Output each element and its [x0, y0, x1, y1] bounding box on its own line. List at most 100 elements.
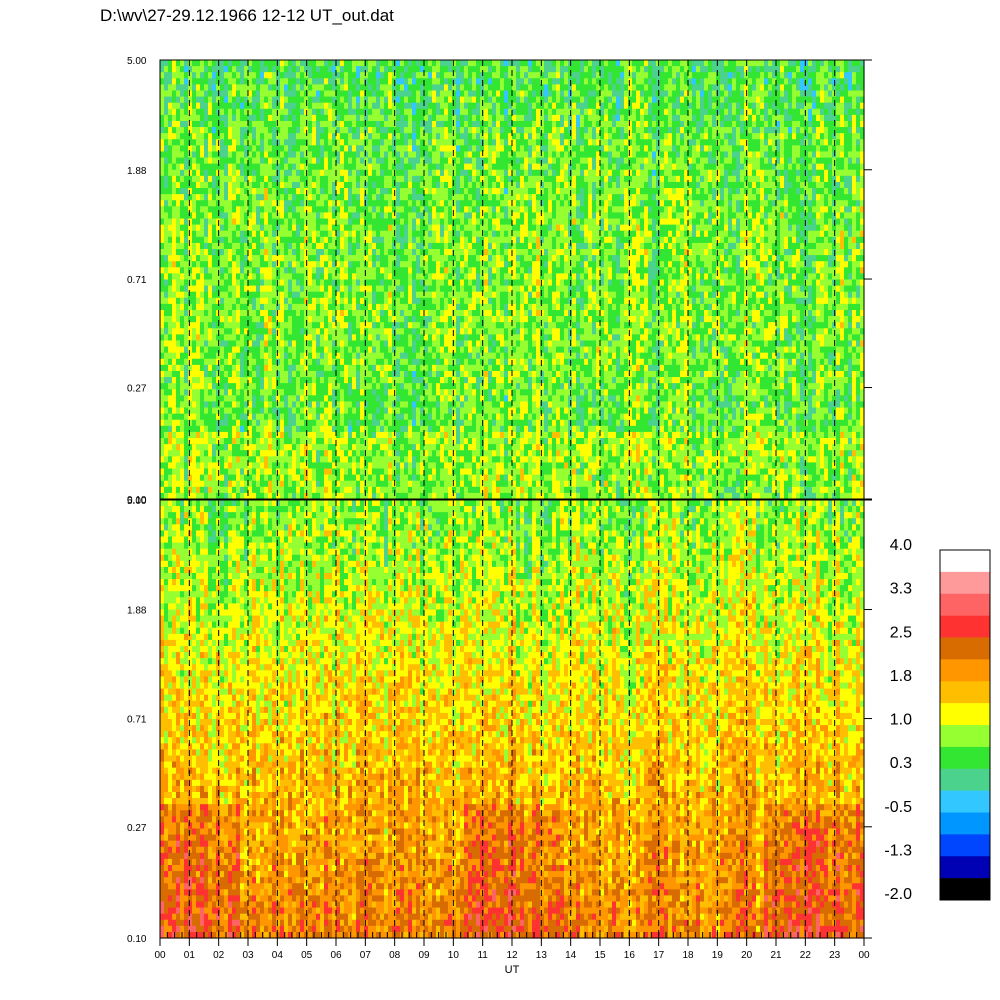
heatmap-cell: [348, 96, 353, 104]
heatmap-cell: [752, 90, 757, 98]
heatmap-cell: [176, 66, 181, 73]
heatmap-cell: [344, 157, 349, 165]
heatmap-cell: [608, 224, 613, 232]
heatmap-cell: [760, 114, 765, 122]
heatmap-cell: [248, 169, 253, 177]
heatmap-cell: [240, 218, 245, 226]
heatmap-cell: [844, 60, 849, 67]
heatmap-cell: [784, 194, 789, 201]
heatmap-cell: [548, 194, 553, 201]
heatmap-cell: [168, 108, 173, 116]
heatmap-cell: [664, 175, 669, 183]
heatmap-cell: [660, 108, 665, 116]
heatmap-cell: [396, 120, 401, 128]
heatmap-cell: [572, 108, 577, 116]
heatmap-cell: [784, 157, 789, 165]
heatmap-cell: [708, 218, 713, 226]
heatmap-cell: [740, 200, 745, 207]
heatmap-cell: [168, 90, 173, 98]
heatmap-cell: [836, 218, 841, 226]
heatmap-cell: [608, 163, 613, 171]
heatmap-cell: [800, 108, 805, 116]
heatmap-cell: [800, 175, 805, 183]
heatmap-cell: [328, 230, 333, 238]
heatmap-cell: [488, 175, 493, 183]
heatmap-cell: [760, 175, 765, 183]
heatmap-cell: [564, 90, 569, 98]
heatmap-cell: [548, 127, 553, 134]
heatmap-cell: [460, 84, 465, 92]
heatmap-cell: [740, 139, 745, 146]
heatmap-cell: [324, 96, 329, 104]
heatmap-cell: [508, 60, 513, 67]
heatmap-cell: [248, 175, 253, 183]
heatmap-cell: [664, 194, 669, 201]
heatmap-cell: [440, 84, 445, 92]
heatmap-cell: [356, 224, 361, 232]
heatmap-cell: [476, 206, 481, 214]
heatmap-cell: [800, 218, 805, 226]
heatmap-cell: [396, 163, 401, 171]
heatmap-cell: [644, 78, 649, 85]
heatmap-cell: [428, 84, 433, 92]
heatmap-cell: [380, 78, 385, 85]
heatmap-cell: [664, 163, 669, 171]
heatmap-cell: [240, 145, 245, 153]
heatmap-cell: [252, 200, 257, 207]
heatmap-cell: [320, 163, 325, 171]
heatmap-cell: [316, 212, 321, 220]
heatmap-cell: [668, 212, 673, 220]
heatmap-cell: [412, 157, 417, 165]
heatmap-cell: [496, 133, 501, 140]
heatmap-cell: [236, 66, 241, 73]
heatmap-cell: [540, 175, 545, 183]
heatmap-cell: [412, 206, 417, 214]
heatmap-cell: [796, 218, 801, 226]
heatmap-cell: [588, 139, 593, 146]
heatmap-cell: [824, 133, 829, 140]
heatmap-cell: [308, 163, 313, 171]
heatmap-cell: [712, 212, 717, 220]
heatmap-cell: [500, 200, 505, 207]
heatmap-cell: [608, 96, 613, 104]
heatmap-cell: [696, 78, 701, 85]
heatmap-cell: [528, 163, 533, 171]
heatmap-cell: [820, 139, 825, 146]
heatmap-cell: [200, 90, 205, 98]
heatmap-cell: [332, 78, 337, 85]
heatmap-cell: [420, 230, 425, 238]
heatmap-cell: [328, 102, 333, 110]
heatmap-cell: [188, 60, 193, 67]
heatmap-cell: [464, 133, 469, 140]
heatmap-cell: [824, 151, 829, 159]
heatmap-cell: [600, 200, 605, 207]
heatmap-cell: [520, 66, 525, 73]
heatmap-cell: [640, 90, 645, 98]
heatmap-cell: [196, 78, 201, 85]
heatmap-cell: [656, 145, 661, 153]
heatmap-cell: [492, 145, 497, 153]
heatmap-cell: [280, 60, 285, 67]
heatmap-cell: [432, 133, 437, 140]
heatmap-cell: [580, 151, 585, 159]
heatmap-cell: [184, 90, 189, 98]
heatmap-cell: [456, 181, 461, 189]
heatmap-cell: [616, 194, 621, 201]
heatmap-cell: [360, 194, 365, 201]
heatmap-cell: [752, 145, 757, 153]
heatmap-cell: [808, 133, 813, 140]
heatmap-cell: [756, 120, 761, 128]
heatmap-cell: [720, 212, 725, 220]
heatmap-cell: [504, 145, 509, 153]
heatmap-cell: [176, 96, 181, 104]
heatmap-cell: [284, 60, 289, 67]
heatmap-cell: [700, 84, 705, 92]
heatmap-cell: [692, 66, 697, 73]
heatmap-cell: [312, 194, 317, 201]
heatmap-cell: [380, 212, 385, 220]
heatmap-cell: [296, 108, 301, 116]
heatmap-cell: [596, 206, 601, 214]
heatmap-cell: [620, 175, 625, 183]
heatmap-cell: [296, 145, 301, 153]
heatmap-cell: [580, 114, 585, 122]
